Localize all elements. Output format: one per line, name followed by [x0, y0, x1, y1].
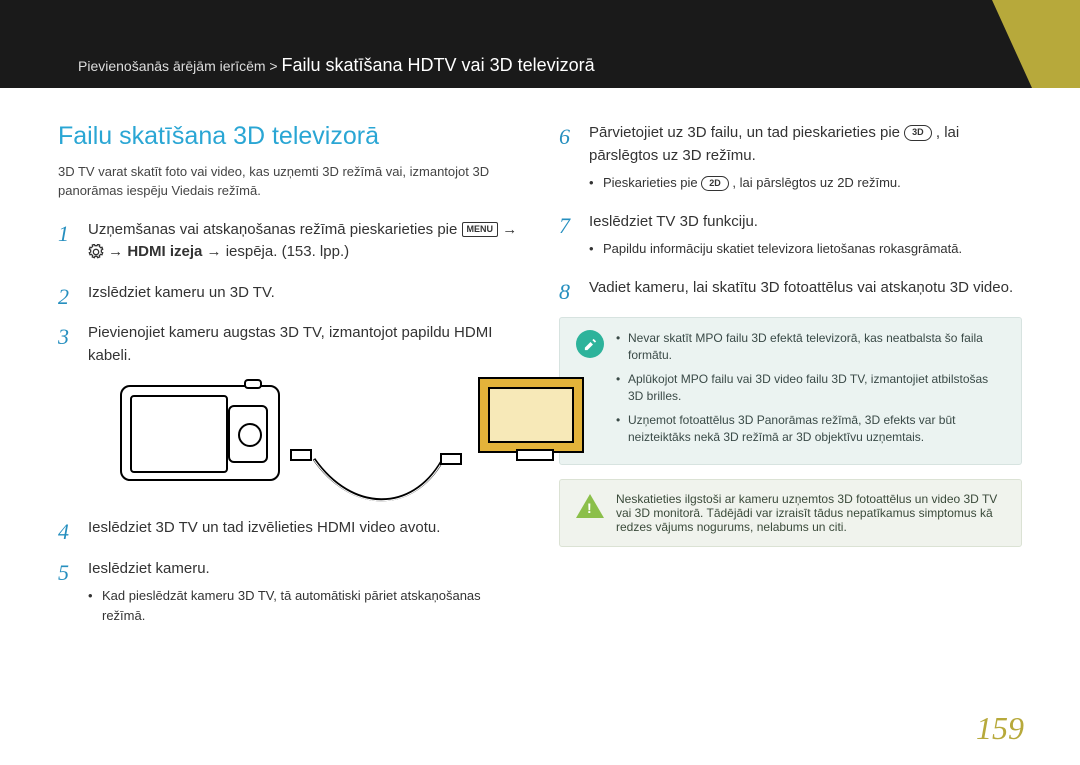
step1-bold: HDMI izeja — [127, 243, 202, 260]
right-column: 6 Pārvietojiet uz 3D failu, un tad piesk… — [559, 122, 1022, 643]
connection-diagram — [88, 371, 521, 499]
step6-text-a: Pārvietojiet uz 3D failu, un tad pieskar… — [589, 124, 904, 141]
step2-text: Izslēdziet kameru un 3D TV. — [88, 284, 275, 301]
breadcrumb-main: Failu skatīšana HDTV vai 3D televizorā — [282, 55, 595, 75]
step-3: 3 Pievienojiet kameru augstas 3D TV, izm… — [58, 322, 521, 499]
content-body: Failu skatīšana 3D televizorā 3D TV vara… — [0, 88, 1080, 643]
step6-sub-item: Pieskarieties pie 2D , lai pārslēgtos uz… — [589, 173, 1022, 193]
page-root: Pievienošanās ārējām ierīcēm > Failu ska… — [0, 0, 1080, 765]
camera-lcd — [130, 395, 228, 473]
step-number: 5 — [58, 556, 69, 589]
step7-text: Ieslēdziet TV 3D funkciju. — [589, 213, 758, 230]
step3-text: Pievienojiet kameru augstas 3D TV, izman… — [88, 324, 492, 364]
pencil-icon — [576, 330, 604, 358]
note-item: Nevar skatīt MPO failu 3D efektā televiz… — [616, 330, 1005, 365]
step-8: 8 Vadiet kameru, lai skatītu 3D fotoattē… — [559, 277, 1022, 300]
step-number: 2 — [58, 280, 69, 313]
step1-text-a: Uzņemšanas vai atskaņošanas režīmā piesk… — [88, 221, 462, 238]
step-6: 6 Pārvietojiet uz 3D failu, un tad piesk… — [559, 122, 1022, 193]
step7-sub-item: Papildu informāciju skatiet televizora l… — [589, 239, 1022, 259]
mode-3d-icon: 3D — [904, 125, 932, 141]
step6-sub-b: , lai pārslēgtos uz 2D režīmu. — [732, 175, 900, 190]
breadcrumb: Pievienošanās ārējām ierīcēm > Failu ska… — [78, 55, 595, 76]
step-7: 7 Ieslēdziet TV 3D funkciju. Papildu inf… — [559, 211, 1022, 259]
step-number: 3 — [58, 320, 69, 353]
step7-sub: Papildu informāciju skatiet televizora l… — [589, 239, 1022, 259]
warning-box: Neskatieties ilgstoši ar kameru uzņemtos… — [559, 479, 1022, 547]
menu-icon: MENU — [462, 222, 499, 238]
step5-sub-item: Kad pieslēdzāt kameru 3D TV, tā automāti… — [88, 586, 521, 625]
left-column: Failu skatīšana 3D televizorā 3D TV vara… — [58, 122, 521, 643]
steps-left: 1 Uzņemšanas vai atskaņošanas režīmā pie… — [58, 219, 521, 626]
step1-text-c: → — [108, 243, 127, 260]
mode-2d-icon: 2D — [701, 176, 729, 192]
gear-icon — [88, 244, 104, 260]
tv-illustration — [478, 377, 584, 453]
step8-text: Vadiet kameru, lai skatītu 3D fotoattēlu… — [589, 279, 1013, 296]
step6-sub: Pieskarieties pie 2D , lai pārslēgtos uz… — [589, 173, 1022, 193]
step5-text: Ieslēdziet kameru. — [88, 560, 210, 577]
warning-icon — [576, 494, 604, 518]
hdmi-plug-left — [290, 449, 312, 461]
header-band: Pievienošanās ārējām ierīcēm > Failu ska… — [0, 0, 1080, 88]
step1-text-d: → iespēja. (153. lpp.) — [207, 243, 350, 260]
warning-text: Neskatieties ilgstoši ar kameru uzņemtos… — [616, 492, 1005, 534]
note-item: Aplūkojot MPO failu vai 3D video failu 3… — [616, 371, 1005, 406]
camera-shutter — [244, 379, 262, 389]
step5-sub: Kad pieslēdzāt kameru 3D TV, tā automāti… — [88, 586, 521, 625]
page-number: 159 — [976, 710, 1024, 747]
step6-sub-a: Pieskarieties pie — [603, 175, 701, 190]
step-5: 5 Ieslēdziet kameru. Kad pieslēdzāt kame… — [58, 558, 521, 626]
step-number: 1 — [58, 217, 69, 250]
step-number: 7 — [559, 209, 570, 242]
breadcrumb-prefix: Pievienošanās ārējām ierīcēm > — [78, 58, 278, 74]
step1-text-b: → — [502, 221, 517, 238]
step-number: 6 — [559, 120, 570, 153]
step4-text: Ieslēdziet 3D TV un tad izvēlieties HDMI… — [88, 519, 440, 536]
step-number: 8 — [559, 275, 570, 308]
corner-accent — [1032, 0, 1080, 88]
hdmi-plug-right — [440, 453, 462, 465]
tv-screen — [488, 387, 574, 443]
steps-right: 6 Pārvietojiet uz 3D failu, un tad piesk… — [559, 122, 1022, 299]
step-4: 4 Ieslēdziet 3D TV un tad izvēlieties HD… — [58, 517, 521, 540]
note-box: Nevar skatīt MPO failu 3D efektā televiz… — [559, 317, 1022, 465]
step-2: 2 Izslēdziet kameru un 3D TV. — [58, 282, 521, 305]
camera-lens — [228, 405, 268, 463]
step-1: 1 Uzņemšanas vai atskaņošanas režīmā pie… — [58, 219, 521, 264]
note-list: Nevar skatīt MPO failu 3D efektā televiz… — [616, 330, 1005, 452]
intro-text: 3D TV varat skatīt foto vai video, kas u… — [58, 163, 521, 201]
section-title: Failu skatīšana 3D televizorā — [58, 122, 521, 151]
step-number: 4 — [58, 515, 69, 548]
camera-illustration — [120, 385, 280, 481]
note-item: Uzņemot fotoattēlus 3D Panorāmas režīmā,… — [616, 412, 1005, 447]
